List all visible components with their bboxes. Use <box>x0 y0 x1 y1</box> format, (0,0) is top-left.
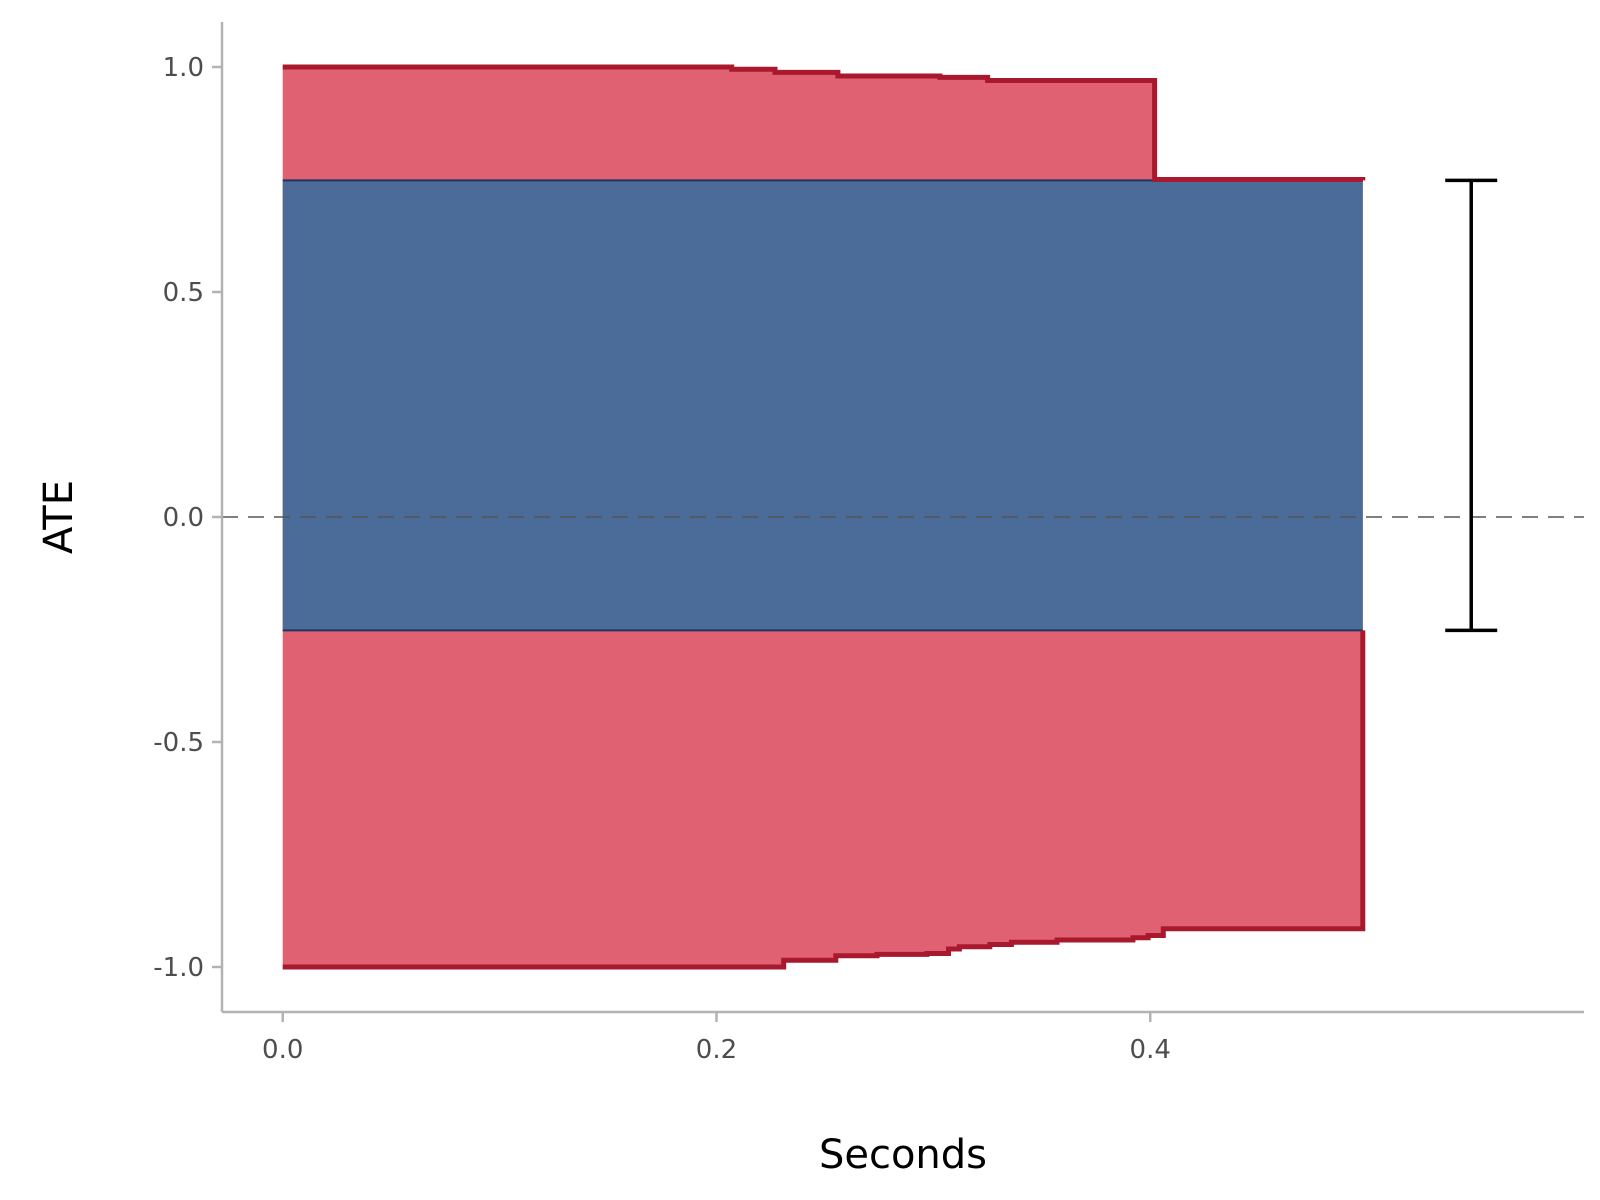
x-axis-title: Seconds <box>819 1132 987 1178</box>
error-bar <box>1445 178 1498 633</box>
x-axis-ticks: 0.0 0.2 0.4 <box>262 1012 1171 1065</box>
y-tick-label: -0.5 <box>153 728 204 758</box>
axes: -1.0 -0.5 0.0 0.5 1.0 0.0 0.2 0.4 <box>153 22 1584 1065</box>
lower-bound-line <box>282 630 1366 970</box>
x-tick-label: 0.0 <box>262 1035 303 1065</box>
x-tick-label: 0.4 <box>1130 1035 1171 1065</box>
x-tick-label: 0.2 <box>696 1035 737 1065</box>
y-tick-label: 0.0 <box>163 503 204 533</box>
y-tick-label: -1.0 <box>153 953 204 983</box>
plot-area <box>222 64 1584 970</box>
y-axis-title: ATE <box>36 480 82 554</box>
y-tick-label: 1.0 <box>163 53 204 83</box>
y-axis-ticks: -1.0 -0.5 0.0 0.5 1.0 <box>153 53 222 983</box>
identified-set-band <box>282 180 1363 631</box>
y-tick-label: 0.5 <box>163 278 204 308</box>
upper-bound-line <box>282 64 1366 182</box>
